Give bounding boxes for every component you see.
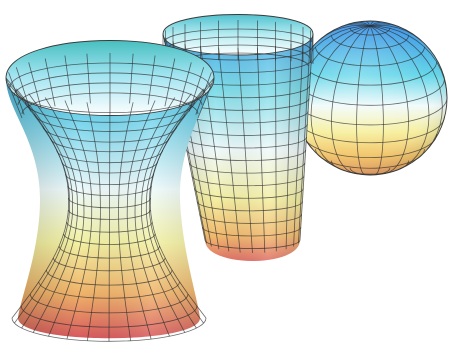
hyperboloid-vertical-line <box>140 93 192 333</box>
cylinder-vertical-line <box>298 37 311 244</box>
sphere-longitude-line <box>331 25 371 174</box>
cylinder-vertical-line <box>237 47 253 254</box>
hyperboloid-inner-ring-line <box>13 72 207 97</box>
hyperboloid-vertical-line <box>64 100 93 340</box>
hyperboloid-grid <box>5 53 215 342</box>
hyperboloid-inner-line <box>188 67 205 112</box>
cylinder-inner-ring-line <box>163 28 313 43</box>
cylinder-vertical-line <box>218 47 241 253</box>
sphere-longitude-line <box>369 25 384 176</box>
hyperboloid-surface <box>5 40 215 342</box>
hyperboloid-inner-line <box>86 53 91 104</box>
hyperboloid-vertical-line <box>5 77 70 319</box>
sphere-latitude-line <box>302 134 438 158</box>
hyperboloid-vertical-line <box>134 97 176 337</box>
sphere-latitude-line <box>331 35 409 50</box>
hyperboloid-inner-line <box>28 62 42 109</box>
sphere-longitude-line <box>356 25 371 176</box>
sphere-longitude-line <box>369 25 430 170</box>
hyperboloid-vertical-line <box>28 93 78 333</box>
hyperboloid-vertical-line <box>149 77 215 319</box>
hyperboloid-inner-line <box>15 67 32 112</box>
hyperboloid-inner-line <box>44 58 56 107</box>
cylinder-vertical-line <box>257 47 266 253</box>
hyperboloid-inner-line <box>164 58 176 107</box>
sphere-latitude-line <box>315 46 425 67</box>
hyperboloid-inner-line <box>195 72 212 115</box>
cylinder-inner-ring-line <box>165 36 311 51</box>
sphere-longitude-line <box>369 25 443 150</box>
hyperboloid-inner-line <box>8 72 25 115</box>
cylinder-vertical-line <box>275 46 277 252</box>
sphere-longitude-line <box>366 21 371 27</box>
hyperboloid-inner-line <box>178 62 192 109</box>
hyperboloid-inner-line <box>197 77 215 119</box>
hyperboloid-vertical-line <box>126 100 156 340</box>
hyperboloid-vertical-line <box>86 102 101 341</box>
hyperboloid-vertical-line <box>118 102 134 341</box>
sphere-longitude-line <box>369 21 374 27</box>
hyperboloid-inner-ring-line <box>21 92 199 115</box>
sphere-longitude-line <box>369 25 448 99</box>
sphere-longitude-line <box>369 25 409 174</box>
hyperboloid-vertical-line <box>44 97 85 337</box>
sphere-longitude-line <box>310 25 371 170</box>
hyperboloid-vertical-line <box>148 83 212 324</box>
hyperboloid-vertical-line <box>145 88 205 329</box>
hyperboloid-inner-line <box>5 77 23 119</box>
sphere-surface <box>292 20 448 176</box>
sphere-longitude-line <box>340 23 371 28</box>
hyperboloid-inner-ring-line <box>9 62 211 88</box>
hyperboloid-inner-ring-line <box>17 82 203 106</box>
hyperboloid-vertical-line <box>15 88 73 329</box>
hyperboloid-inner-line <box>147 55 156 105</box>
hyperboloid-inner-line <box>64 55 73 105</box>
cylinder-vertical-line <box>285 43 292 250</box>
cylinder-vertical-line <box>299 33 314 241</box>
cylinder-vertical-line <box>293 40 304 247</box>
hyperboloid-vertical-line <box>8 83 71 324</box>
sphere-longitude-line <box>369 23 400 28</box>
hyperboloid-inner-line <box>129 53 134 104</box>
hyperboloid-vertical-line <box>108 103 111 342</box>
